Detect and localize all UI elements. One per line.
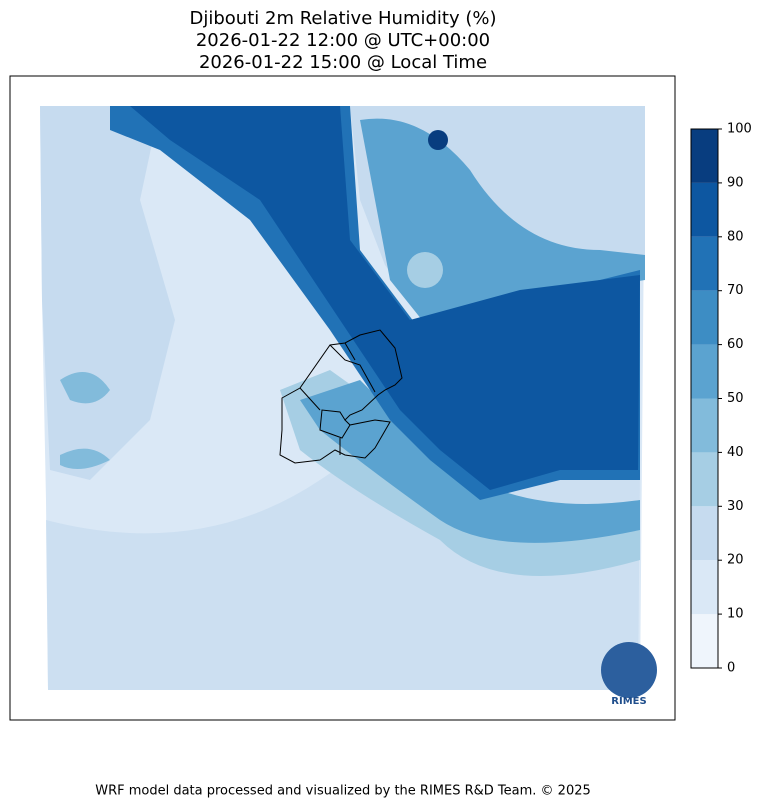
footer: WRF model data processed and visualized … [95, 784, 591, 799]
map: RIMES [9, 75, 676, 721]
title-line: Djibouti 2m Relative Humidity (%) [190, 8, 497, 29]
colorbar-tick-label: 30 [727, 499, 744, 514]
colorbar-segment [691, 560, 718, 615]
humidity-field [407, 252, 443, 288]
colorbar-segment [691, 129, 718, 183]
colorbar-segment [691, 452, 718, 507]
colorbar-segment [691, 398, 718, 453]
colorbar-tick-label: 0 [727, 661, 735, 676]
colorbar-tick-label: 20 [727, 553, 744, 568]
colorbar-segment [691, 290, 718, 345]
colorbar-tick-label: 10 [727, 607, 744, 622]
logo: RIMES [601, 642, 657, 707]
colorbar-tick-label: 70 [727, 283, 744, 298]
humidity-field [300, 380, 640, 543]
colorbar-segment [691, 182, 718, 237]
colorbar-tick-label: 80 [727, 229, 744, 244]
title-line: 2026-01-22 15:00 @ Local Time [199, 52, 487, 73]
humidity-field [60, 372, 110, 469]
colorbar-tick-label: 40 [727, 445, 744, 460]
colorbar-tick-label: 100 [727, 122, 752, 137]
colorbar-tick-label: 50 [727, 391, 744, 406]
colorbar-tick-label: 90 [727, 175, 744, 190]
colorbar-segment [691, 344, 718, 399]
colorbar-segment [691, 506, 718, 561]
humidity-field [130, 106, 640, 490]
humidity-field [428, 130, 448, 150]
logo-badge [601, 642, 657, 698]
borders [279, 329, 403, 464]
logo-text: RIMES [611, 696, 646, 707]
colorbar-tick-label: 60 [727, 337, 744, 352]
title-line: 2026-01-22 12:00 @ UTC+00:00 [196, 30, 490, 51]
colorbar-segment [691, 236, 718, 291]
colorbar-segment [691, 614, 718, 668]
colorbar: 0 10 20 30 40 50 60 70 80 90 100 [690, 122, 752, 676]
